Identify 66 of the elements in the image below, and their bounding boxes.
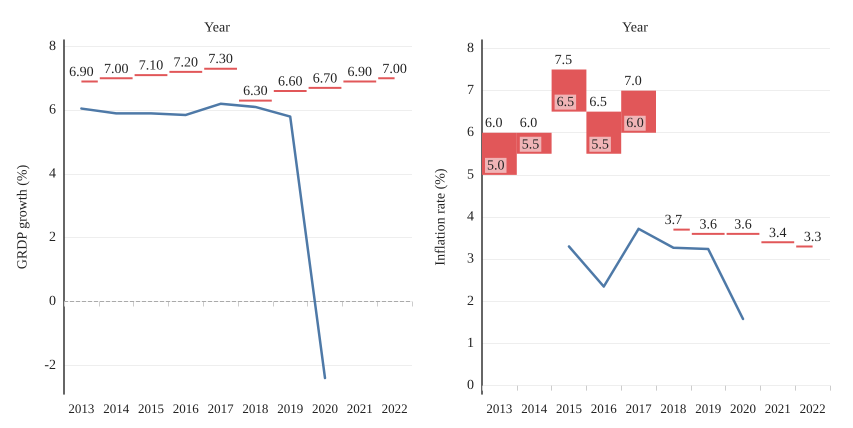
data-label: 7.00 — [382, 62, 407, 77]
x-tick-label: 2016 — [172, 401, 200, 416]
y-tick-label: 2 — [49, 230, 56, 246]
x-axis-title: Year — [622, 20, 648, 36]
x-tick-label: 2013 — [68, 401, 94, 416]
y-tick-label: 1 — [467, 336, 474, 351]
data-label: 3.4 — [769, 226, 787, 241]
x-tick-label: 2015 — [138, 401, 164, 416]
y-tick-label: 5 — [467, 167, 474, 182]
x-tick-label: 2013 — [486, 401, 512, 416]
y-tick-label: 0 — [49, 294, 56, 310]
annotation: 7.5 — [554, 53, 572, 68]
x-axis-title: Year — [204, 20, 230, 36]
data-label: 7.10 — [138, 58, 164, 74]
x-tick-label: 2021 — [346, 401, 373, 416]
annotation: 6.0 — [626, 116, 644, 132]
data-label: 6.90 — [348, 64, 372, 80]
data-label: 3.6 — [734, 217, 752, 232]
data-label: 3.3 — [804, 230, 822, 245]
line-series — [80, 102, 326, 380]
x-tick-label: 2015 — [556, 401, 582, 416]
x-tick-label: 2017 — [208, 401, 234, 416]
x-tick-label: 2019 — [277, 401, 304, 416]
y-tick-label: 8 — [467, 40, 474, 56]
annotation: 6.0 — [520, 116, 538, 132]
annotation: 6.5 — [556, 95, 574, 110]
x-tick-label: 2017 — [626, 401, 652, 416]
data-label: 3.6 — [699, 217, 717, 232]
annotation: 5.0 — [487, 158, 504, 174]
annotation: 5.5 — [591, 137, 609, 152]
x-tick-label: 2022 — [800, 401, 826, 416]
annotation: 7.0 — [624, 74, 642, 90]
annotation: 6.0 — [485, 116, 502, 132]
data-label: 6.30 — [243, 84, 268, 100]
annotation: 5.5 — [522, 137, 540, 152]
y-tick-label: 8 — [49, 38, 56, 54]
data-label: 7.00 — [104, 62, 128, 77]
data-label: 7.30 — [208, 52, 233, 68]
data-label: 6.70 — [312, 71, 338, 86]
y-tick-label: 3 — [467, 252, 474, 267]
y-tick-label: 4 — [467, 210, 474, 224]
y-tick-label: 0 — [467, 378, 474, 394]
y-tick-label: 6 — [49, 102, 56, 118]
y-axis-title: Inflation rate (%) — [434, 168, 448, 266]
y-tick-label: -2 — [44, 358, 56, 373]
data-label: 6.60 — [278, 74, 302, 90]
y-tick-label: 7 — [467, 83, 474, 98]
x-tick-label: 2016 — [590, 401, 618, 416]
y-tick-label: 4 — [49, 166, 56, 182]
x-tick-label: 2014 — [521, 401, 548, 416]
data-label: 6.90 — [69, 64, 94, 80]
x-tick-label: 2021 — [764, 401, 791, 416]
y-tick-label: 2 — [467, 294, 474, 309]
x-tick-label: 2018 — [660, 401, 686, 416]
x-tick-label: 2022 — [382, 401, 408, 416]
y-axis-title: GRDP growth (%) — [16, 164, 30, 270]
data-label: 3.7 — [664, 213, 682, 228]
data-label: 7.20 — [174, 55, 198, 70]
annotation: 6.5 — [589, 95, 607, 110]
x-tick-label: 2014 — [103, 401, 130, 416]
x-tick-label: 2019 — [695, 401, 722, 416]
line-series — [568, 228, 744, 320]
x-tick-label: 2018 — [242, 401, 268, 416]
x-tick-label: 2020 — [730, 401, 756, 416]
x-tick-label: 2020 — [312, 401, 338, 416]
y-tick-label: 6 — [467, 125, 474, 140]
